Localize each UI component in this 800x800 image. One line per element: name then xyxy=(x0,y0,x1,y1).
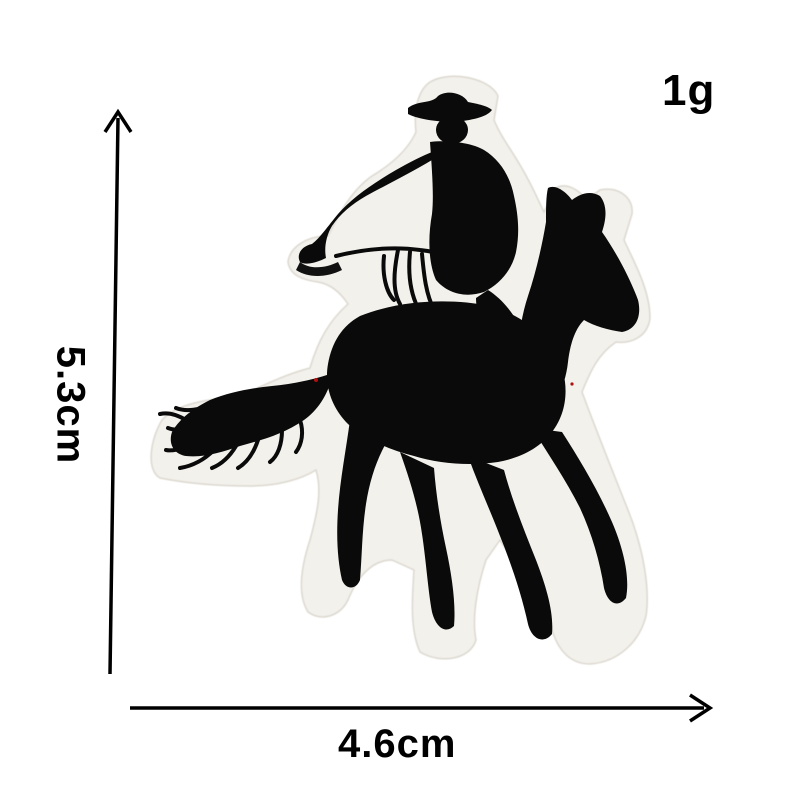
cowboy-horse-silhouette xyxy=(158,92,640,640)
weight-label: 1g xyxy=(662,66,716,115)
patch-image xyxy=(150,75,651,665)
width-arrow xyxy=(130,693,714,723)
height-label: 5.3cm xyxy=(48,345,93,465)
height-arrow xyxy=(103,108,133,675)
width-label: 4.6cm xyxy=(338,722,457,766)
